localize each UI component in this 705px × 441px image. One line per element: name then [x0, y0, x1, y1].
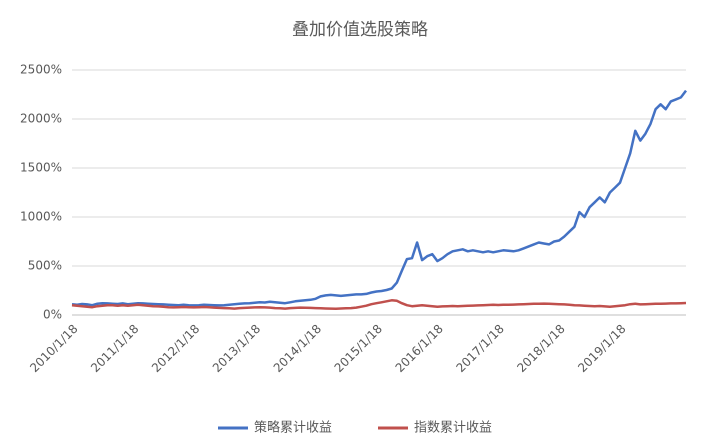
chart-title: 叠加价值选股策略	[292, 20, 428, 40]
x-tick-label: 2019/1/18	[575, 322, 628, 375]
x-tick-label: 2012/1/18	[149, 322, 202, 375]
legend-label: 指数累计收益	[414, 421, 492, 436]
x-tick-label: 2013/1/18	[210, 322, 263, 375]
x-tick-label: 2010/1/18	[27, 322, 80, 375]
y-tick-label: 2500%	[20, 63, 62, 77]
y-tick-label: 0%	[43, 308, 62, 322]
series-line	[71, 299, 687, 310]
y-tick-label: 2000%	[20, 112, 62, 126]
y-tick-label: 1500%	[20, 161, 62, 175]
y-tick-label: 1000%	[20, 210, 62, 224]
legend-label: 策略累计收益	[254, 420, 332, 436]
series-line	[71, 89, 687, 307]
x-tick-label: 2014/1/18	[271, 322, 324, 375]
x-tick-label: 2018/1/18	[514, 322, 567, 375]
x-tick-label: 2016/1/18	[393, 322, 446, 375]
y-tick-label: 500%	[28, 259, 62, 273]
x-tick-label: 2011/1/18	[88, 322, 141, 375]
x-tick-label: 2017/1/18	[453, 322, 506, 375]
x-tick-label: 2015/1/18	[332, 322, 385, 375]
